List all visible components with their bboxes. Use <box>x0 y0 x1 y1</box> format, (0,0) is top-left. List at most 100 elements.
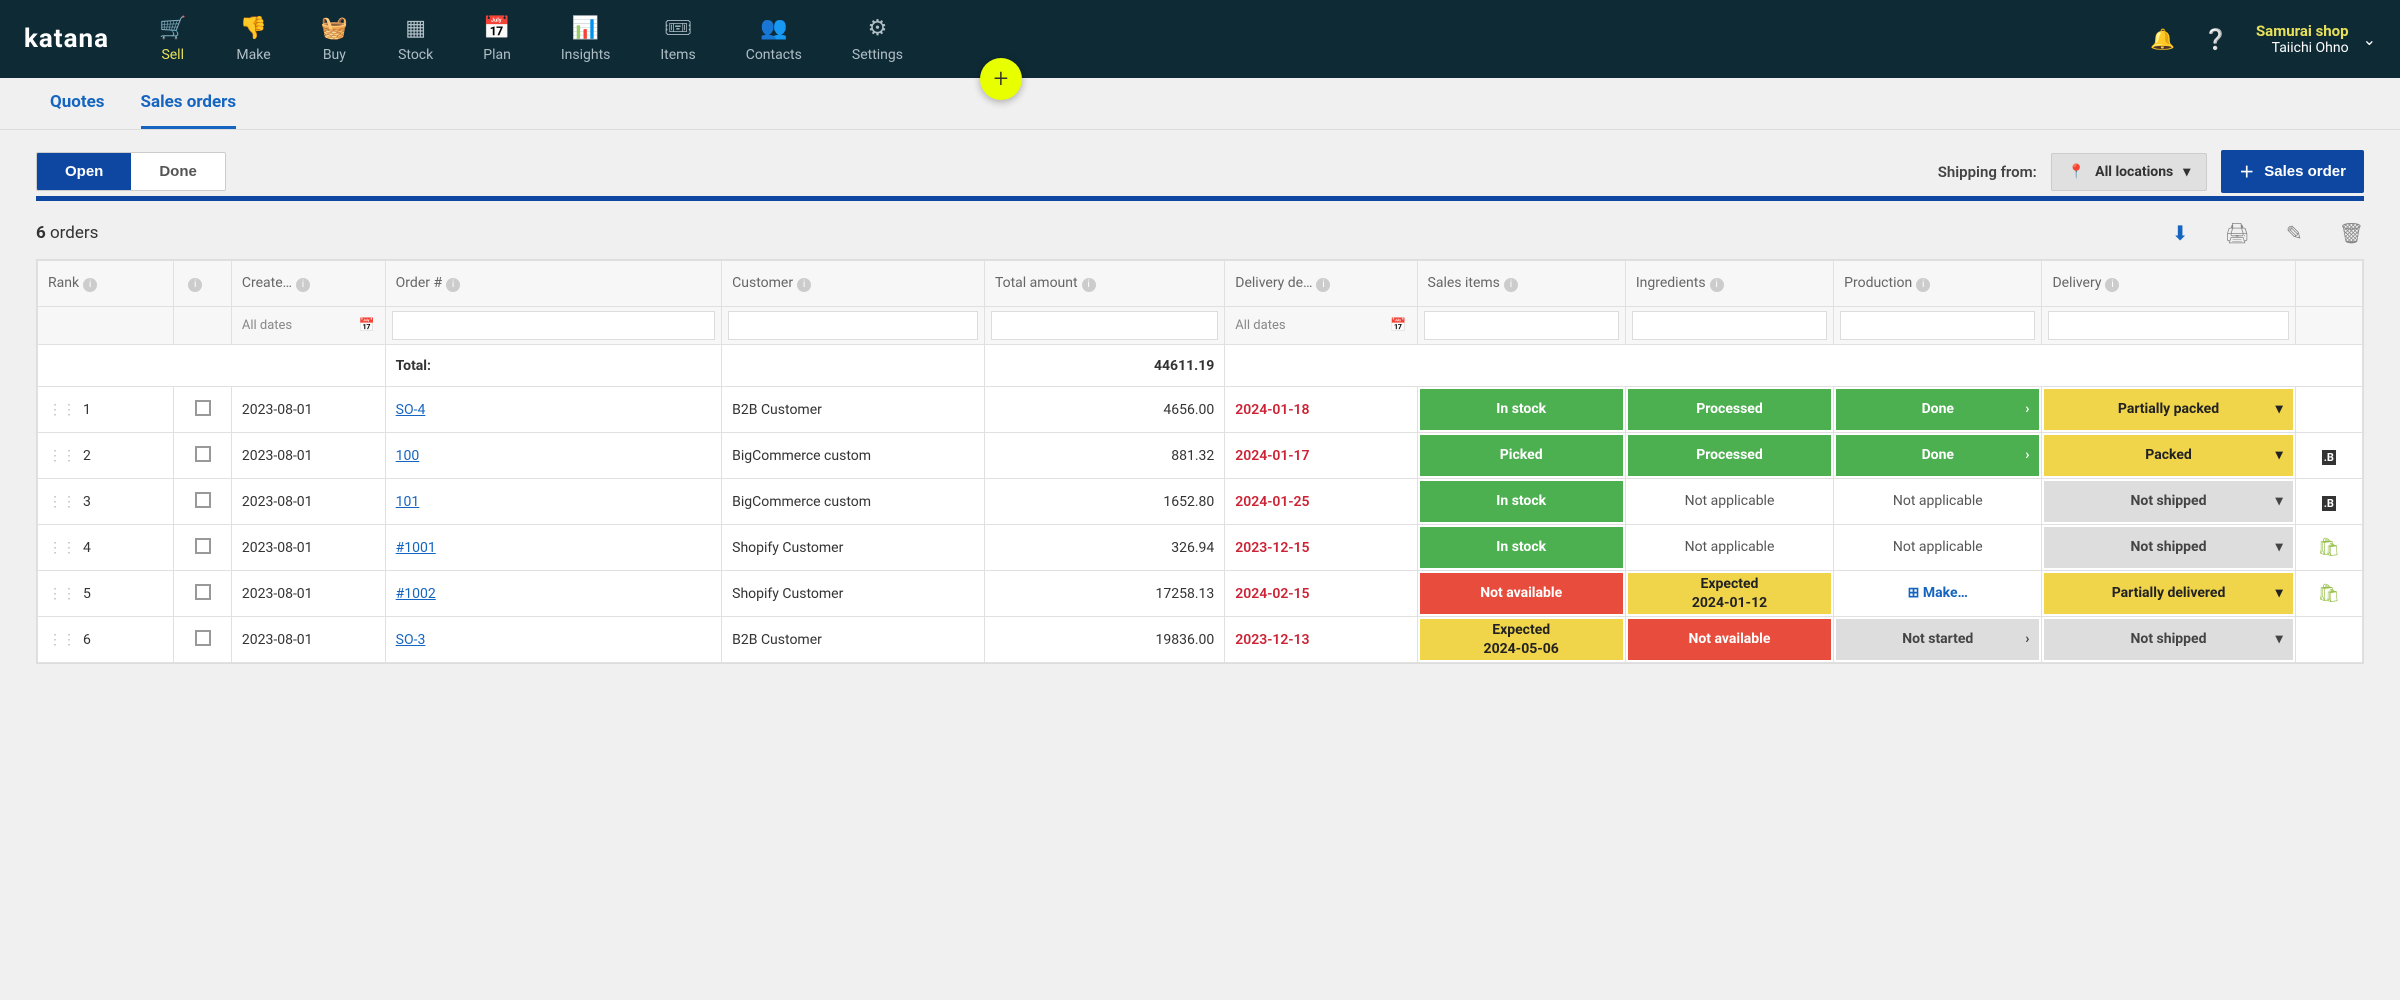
brand-logo[interactable]: katana <box>24 24 109 54</box>
status-badge[interactable]: Not applicable <box>1836 481 2039 522</box>
notification-icon[interactable]: 🔔 <box>2150 27 2175 51</box>
status-badge[interactable]: Not started› <box>1836 619 2039 660</box>
status-badge[interactable]: Not applicable <box>1836 527 2039 568</box>
nav-settings[interactable]: ⚙Settings <box>852 16 903 63</box>
nav-make[interactable]: 👎Make <box>236 16 270 63</box>
col-customer[interactable]: Customeri <box>722 261 985 307</box>
filter-prod-input[interactable] <box>1840 311 2035 340</box>
nav-sell[interactable]: 🛒Sell <box>159 16 186 63</box>
download-icon[interactable]: ⬇ <box>2172 221 2189 245</box>
cell-created: 2023-08-01 <box>231 571 385 617</box>
filter-sales-input[interactable] <box>1424 311 1619 340</box>
filter-customer-input[interactable] <box>728 311 978 340</box>
status-badge[interactable]: In stock <box>1420 389 1623 430</box>
filter-created-date[interactable]: All dates📅 <box>238 318 379 333</box>
table-row[interactable]: ⋮⋮ 12023-08-01SO-4B2B Customer4656.00202… <box>38 387 2363 433</box>
filter-del-input[interactable] <box>2048 311 2288 340</box>
table-row[interactable]: ⋮⋮ 62023-08-01SO-3B2B Customer19836.0020… <box>38 617 2363 663</box>
edit-icon[interactable]: ✎ <box>2286 221 2303 245</box>
status-badge[interactable]: Packed▾ <box>2044 435 2292 476</box>
status-badge[interactable]: Not shipped▾ <box>2044 527 2292 568</box>
status-badge[interactable]: ⊞ Make… <box>1836 573 2039 614</box>
table-row[interactable]: ⋮⋮ 42023-08-01#1001Shopify Customer326.9… <box>38 525 2363 571</box>
row-checkbox[interactable] <box>195 446 211 462</box>
status-badge[interactable]: Expected2024-01-12 <box>1628 573 1831 614</box>
status-badge[interactable]: Processed <box>1628 389 1831 430</box>
col-rank[interactable]: Ranki <box>38 261 174 307</box>
status-badge[interactable]: In stock <box>1420 527 1623 568</box>
nav-contacts[interactable]: 👥Contacts <box>746 16 802 63</box>
status-badge[interactable]: Not available <box>1628 619 1831 660</box>
col-ingredients[interactable]: Ingredientsi <box>1625 261 1833 307</box>
drag-handle-icon[interactable]: ⋮⋮ <box>48 586 76 602</box>
order-link[interactable]: #1002 <box>396 586 436 602</box>
nav-stock[interactable]: ▦Stock <box>398 16 433 63</box>
filter-amount-input[interactable] <box>991 311 1218 340</box>
status-badge[interactable]: Done› <box>1836 435 2039 476</box>
status-badge[interactable]: Partially packed▾ <box>2044 389 2292 430</box>
cell-created: 2023-08-01 <box>231 617 385 663</box>
user-name: Taiichi Ohno <box>2256 40 2349 56</box>
cell-customer: B2B Customer <box>722 617 985 663</box>
filter-order-input[interactable] <box>392 311 715 340</box>
user-menu[interactable]: Samurai shop Taiichi Ohno ⌄ <box>2256 22 2376 56</box>
drag-handle-icon[interactable]: ⋮⋮ <box>48 448 76 464</box>
subtab-quotes[interactable]: Quotes <box>50 78 105 129</box>
order-link[interactable]: SO-4 <box>396 402 426 418</box>
row-checkbox[interactable] <box>195 538 211 554</box>
col-production[interactable]: Productioni <box>1834 261 2042 307</box>
cell-deadline: 2024-01-25 <box>1225 479 1417 525</box>
drag-handle-icon[interactable]: ⋮⋮ <box>48 632 76 648</box>
col-created[interactable]: Create…i <box>231 261 385 307</box>
help-icon[interactable]: ❔ <box>2203 27 2228 51</box>
status-badge[interactable]: Not shipped▾ <box>2044 619 2292 660</box>
status-badge[interactable]: Done› <box>1836 389 2039 430</box>
col-delivery[interactable]: Deliveryi <box>2042 261 2295 307</box>
cell-deadline: 2024-01-17 <box>1225 433 1417 479</box>
status-badge[interactable]: Not applicable <box>1628 527 1831 568</box>
col-sales-items[interactable]: Sales itemsi <box>1417 261 1625 307</box>
view-open-button[interactable]: Open <box>37 153 131 190</box>
filter-ing-input[interactable] <box>1632 311 1827 340</box>
nav-buy[interactable]: 🧺Buy <box>321 16 348 63</box>
subtab-sales-orders[interactable]: Sales orders <box>141 78 237 129</box>
order-link[interactable]: SO-3 <box>396 632 426 648</box>
status-badge[interactable]: In stock <box>1420 481 1623 522</box>
status-badge[interactable]: Partially delivered▾ <box>2044 573 2292 614</box>
col-deadline[interactable]: Delivery de…i <box>1225 261 1417 307</box>
row-checkbox[interactable] <box>195 492 211 508</box>
drag-handle-icon[interactable]: ⋮⋮ <box>48 494 76 510</box>
status-badge[interactable]: Processed <box>1628 435 1831 476</box>
status-badge[interactable]: Not available <box>1420 573 1623 614</box>
row-checkbox[interactable] <box>195 630 211 646</box>
nav-plan[interactable]: 📅Plan <box>483 16 511 63</box>
delete-icon[interactable]: 🗑 <box>2339 221 2364 245</box>
filter-deadline-date[interactable]: All dates📅 <box>1231 318 1410 333</box>
table-row[interactable]: ⋮⋮ 22023-08-01100BigCommerce custom881.3… <box>38 433 2363 479</box>
nav-insights[interactable]: 📊Insights <box>561 16 611 63</box>
row-checkbox[interactable] <box>195 584 211 600</box>
row-checkbox[interactable] <box>195 400 211 416</box>
drag-handle-icon[interactable]: ⋮⋮ <box>48 540 76 556</box>
nav-items[interactable]: 🎟Items <box>660 16 695 63</box>
col-order-num[interactable]: Order #i <box>385 261 721 307</box>
table-row[interactable]: ⋮⋮ 52023-08-01#1002Shopify Customer17258… <box>38 571 2363 617</box>
location-selector[interactable]: 📍 All locations ▾ <box>2051 153 2208 191</box>
cell-created: 2023-08-01 <box>231 387 385 433</box>
order-link[interactable]: 101 <box>396 494 420 510</box>
status-badge[interactable]: Not shipped▾ <box>2044 481 2292 522</box>
nav-label: Stock <box>398 47 433 63</box>
col-info[interactable]: i <box>174 261 232 307</box>
drag-handle-icon[interactable]: ⋮⋮ <box>48 402 76 418</box>
table-row[interactable]: ⋮⋮ 32023-08-01101BigCommerce custom1652.… <box>38 479 2363 525</box>
order-link[interactable]: #1001 <box>396 540 436 556</box>
add-fab-button[interactable]: + <box>980 58 1022 100</box>
view-done-button[interactable]: Done <box>131 153 225 190</box>
status-badge[interactable]: Not applicable <box>1628 481 1831 522</box>
status-badge[interactable]: Picked <box>1420 435 1623 476</box>
order-link[interactable]: 100 <box>396 448 420 464</box>
new-sales-order-button[interactable]: ＋ Sales order <box>2221 150 2364 193</box>
col-total[interactable]: Total amounti <box>984 261 1224 307</box>
status-badge[interactable]: Expected2024-05-06 <box>1420 619 1623 660</box>
print-icon[interactable]: 🖨 <box>2224 221 2249 245</box>
